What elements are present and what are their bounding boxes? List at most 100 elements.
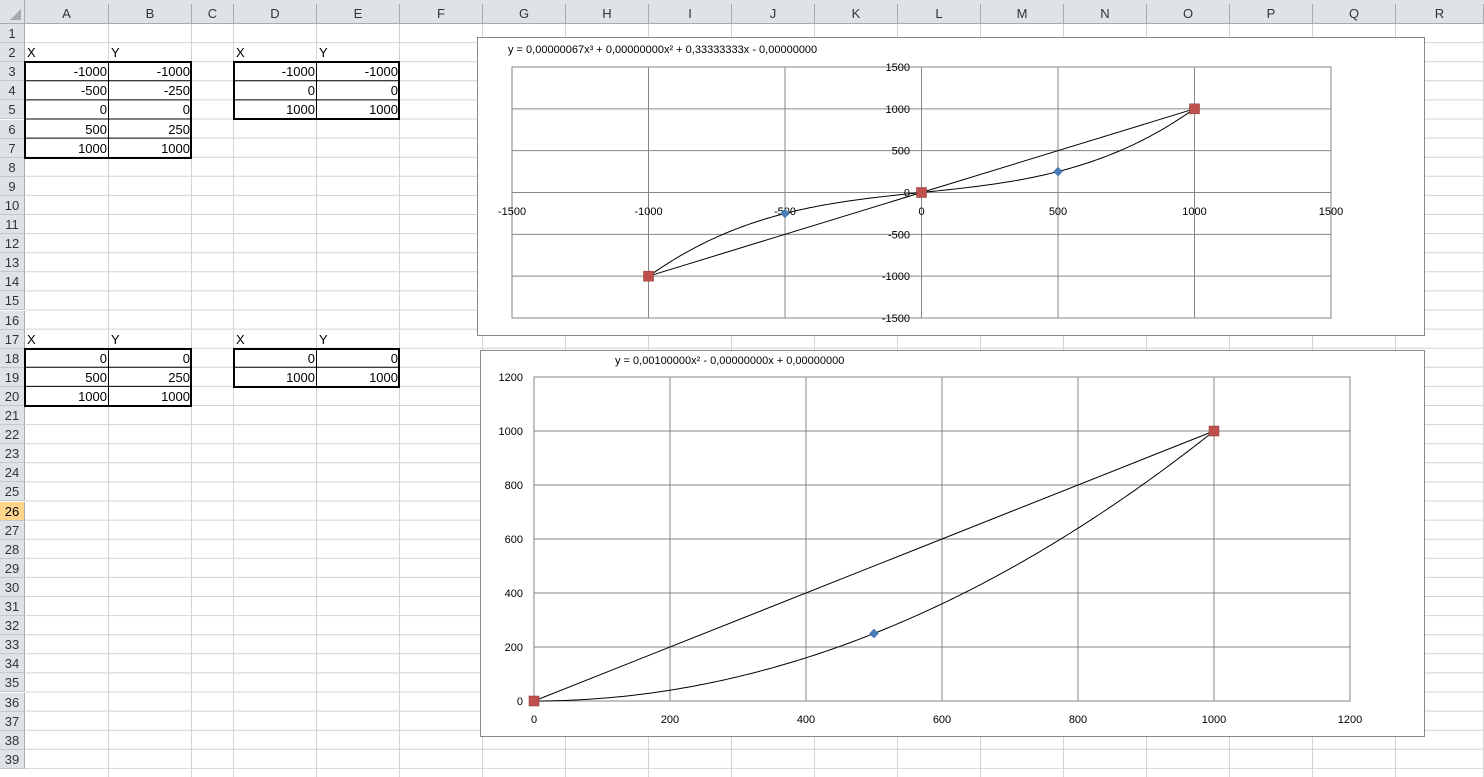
row-header-18[interactable]: 18 (0, 348, 25, 368)
table-cell[interactable]: 1000 (286, 369, 315, 385)
column-label[interactable]: X (27, 45, 36, 61)
column-header-e[interactable]: E (317, 4, 400, 24)
data-point-square (1189, 103, 1200, 115)
row-header-38[interactable]: 38 (0, 730, 25, 750)
table-cell[interactable]: 0 (99, 350, 107, 366)
row-header-16[interactable]: 16 (0, 310, 25, 330)
column-header-d[interactable]: D (234, 4, 317, 24)
table-cell[interactable]: 0 (182, 102, 190, 118)
column-header-n[interactable]: N (1064, 4, 1147, 24)
column-header-j[interactable]: J (732, 4, 815, 24)
column-header-k[interactable]: K (815, 4, 898, 24)
row-header-36[interactable]: 36 (0, 692, 25, 712)
row-header-10[interactable]: 10 (0, 195, 25, 215)
column-header-i[interactable]: I (649, 4, 732, 24)
row-header-2[interactable]: 2 (0, 43, 25, 63)
row-header-13[interactable]: 13 (0, 253, 25, 273)
row-header-22[interactable]: 22 (0, 425, 25, 445)
row-header-23[interactable]: 23 (0, 444, 25, 464)
row-header-32[interactable]: 32 (0, 616, 25, 636)
column-header-p[interactable]: P (1230, 4, 1313, 24)
table-cell[interactable]: -500 (80, 83, 107, 99)
table-cell[interactable]: 1000 (78, 140, 107, 156)
column-header-m[interactable]: M (981, 4, 1064, 24)
row-header-1[interactable]: 1 (0, 24, 25, 44)
select-all-corner[interactable] (0, 0, 25, 24)
table-cell[interactable]: 0 (307, 83, 315, 99)
table-cell[interactable]: 0 (390, 350, 398, 366)
row-header-28[interactable]: 28 (0, 539, 25, 559)
row-header-33[interactable]: 33 (0, 635, 25, 655)
row-header-39[interactable]: 39 (0, 749, 25, 769)
column-header-c[interactable]: C (192, 4, 234, 24)
column-header-h[interactable]: H (566, 4, 649, 24)
table-cell[interactable]: -250 (163, 83, 190, 99)
table-cell[interactable]: -1000 (156, 64, 190, 80)
table-cell[interactable]: 1000 (369, 102, 398, 118)
table-cell[interactable]: 0 (390, 83, 398, 99)
quadratic-chart[interactable]: y = 0,00100000x² - 0,00000000x + 0,00000… (480, 350, 1425, 737)
column-header-f[interactable]: F (400, 4, 483, 24)
column-label[interactable]: X (27, 331, 36, 347)
column-header-l[interactable]: L (898, 4, 981, 24)
row-header-25[interactable]: 25 (0, 482, 25, 502)
row-header-31[interactable]: 31 (0, 597, 25, 617)
cubic-chart[interactable]: y = 0,00000067x³ + 0,00000000x² + 0,3333… (477, 37, 1425, 336)
row-header-9[interactable]: 9 (0, 176, 25, 196)
table-cell[interactable]: 0 (99, 102, 107, 118)
row-header-26[interactable]: 26 (0, 501, 25, 521)
x-tick-label: 1200 (1338, 714, 1362, 726)
row-header-37[interactable]: 37 (0, 711, 25, 731)
y-tick-label: -500 (888, 229, 910, 241)
y-tick-label: 200 (505, 642, 523, 654)
column-header-a[interactable]: A (25, 4, 109, 24)
row-header-20[interactable]: 20 (0, 386, 25, 406)
row-header-8[interactable]: 8 (0, 157, 25, 177)
y-tick-label: 500 (892, 146, 910, 158)
table-cell[interactable]: 500 (85, 121, 107, 137)
row-header-24[interactable]: 24 (0, 463, 25, 483)
column-header-q[interactable]: Q (1313, 4, 1396, 24)
chart-plot: -1500-1000-500050010001500150010005000-5… (498, 62, 1343, 325)
select-all-icon (10, 9, 21, 20)
column-header-b[interactable]: B (109, 4, 192, 24)
row-header-19[interactable]: 19 (0, 367, 25, 387)
row-header-14[interactable]: 14 (0, 272, 25, 292)
column-label[interactable]: Y (319, 45, 328, 61)
y-tick-label: -1000 (882, 271, 910, 283)
row-header-15[interactable]: 15 (0, 291, 25, 311)
row-header-17[interactable]: 17 (0, 329, 25, 349)
row-header-29[interactable]: 29 (0, 558, 25, 578)
row-header-12[interactable]: 12 (0, 234, 25, 254)
column-header-o[interactable]: O (1147, 4, 1230, 24)
row-header-27[interactable]: 27 (0, 520, 25, 540)
x-tick-label: 500 (1049, 206, 1067, 218)
row-header-11[interactable]: 11 (0, 215, 25, 235)
table-cell[interactable]: 250 (168, 369, 190, 385)
column-header-g[interactable]: G (483, 4, 566, 24)
column-label[interactable]: X (236, 331, 245, 347)
row-header-35[interactable]: 35 (0, 673, 25, 693)
data-point-square (643, 270, 654, 282)
table-cell[interactable]: 1000 (78, 388, 107, 404)
row-header-30[interactable]: 30 (0, 577, 25, 597)
table-cell[interactable]: 0 (307, 350, 315, 366)
column-label[interactable]: Y (111, 45, 120, 61)
column-label[interactable]: Y (111, 331, 120, 347)
table-cell[interactable]: -1000 (281, 64, 315, 80)
column-label[interactable]: Y (319, 331, 328, 347)
table-cell[interactable]: 250 (168, 121, 190, 137)
column-label[interactable]: X (236, 45, 245, 61)
table-cell[interactable]: -1000 (364, 64, 398, 80)
table-cell[interactable]: 500 (85, 369, 107, 385)
table-cell[interactable]: -1000 (73, 64, 107, 80)
table-border (233, 347, 400, 388)
table-cell[interactable]: 1000 (369, 369, 398, 385)
row-header-21[interactable]: 21 (0, 406, 25, 426)
row-header-34[interactable]: 34 (0, 654, 25, 674)
table-cell[interactable]: 1000 (161, 140, 190, 156)
table-cell[interactable]: 1000 (161, 388, 190, 404)
table-cell[interactable]: 0 (182, 350, 190, 366)
table-cell[interactable]: 1000 (286, 102, 315, 118)
